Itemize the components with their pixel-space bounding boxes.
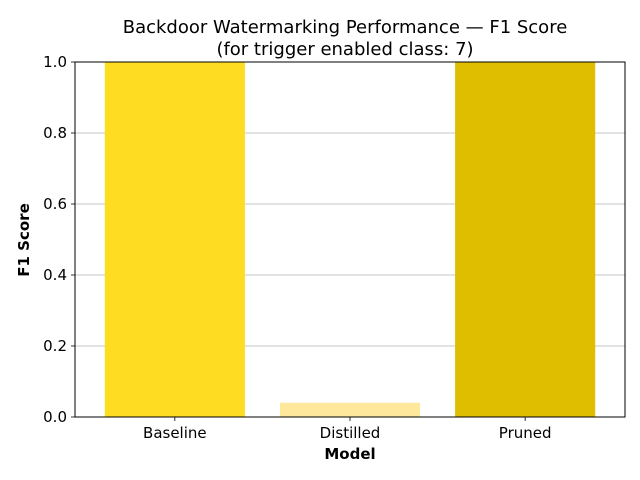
x-axis-label: Model <box>324 445 375 463</box>
bar-distilled <box>279 402 421 417</box>
y-tick-label: 0.4 <box>43 266 67 284</box>
chart-subtitle: (for trigger enabled class: 7) <box>216 39 473 60</box>
x-tick-label: Distilled <box>320 424 381 442</box>
y-tick-label: 0.2 <box>43 337 67 355</box>
y-tick-label: 0.6 <box>43 195 67 213</box>
y-axis-label: F1 Score <box>15 203 33 276</box>
y-tick-label: 1.0 <box>43 53 67 71</box>
y-ticks: 0.0 0.2 0.4 0.6 0.8 1.0 <box>43 53 75 426</box>
bars <box>104 62 596 417</box>
x-ticks: Baseline Distilled Pruned <box>143 417 552 442</box>
bar-baseline <box>104 62 245 417</box>
chart-title: Backdoor Watermarking Performance — F1 S… <box>123 17 568 38</box>
bar-pruned <box>455 62 596 417</box>
x-tick-label: Pruned <box>499 424 552 442</box>
y-tick-label: 0.0 <box>43 408 67 426</box>
y-tick-label: 0.8 <box>43 124 67 142</box>
x-tick-label: Baseline <box>143 424 207 442</box>
